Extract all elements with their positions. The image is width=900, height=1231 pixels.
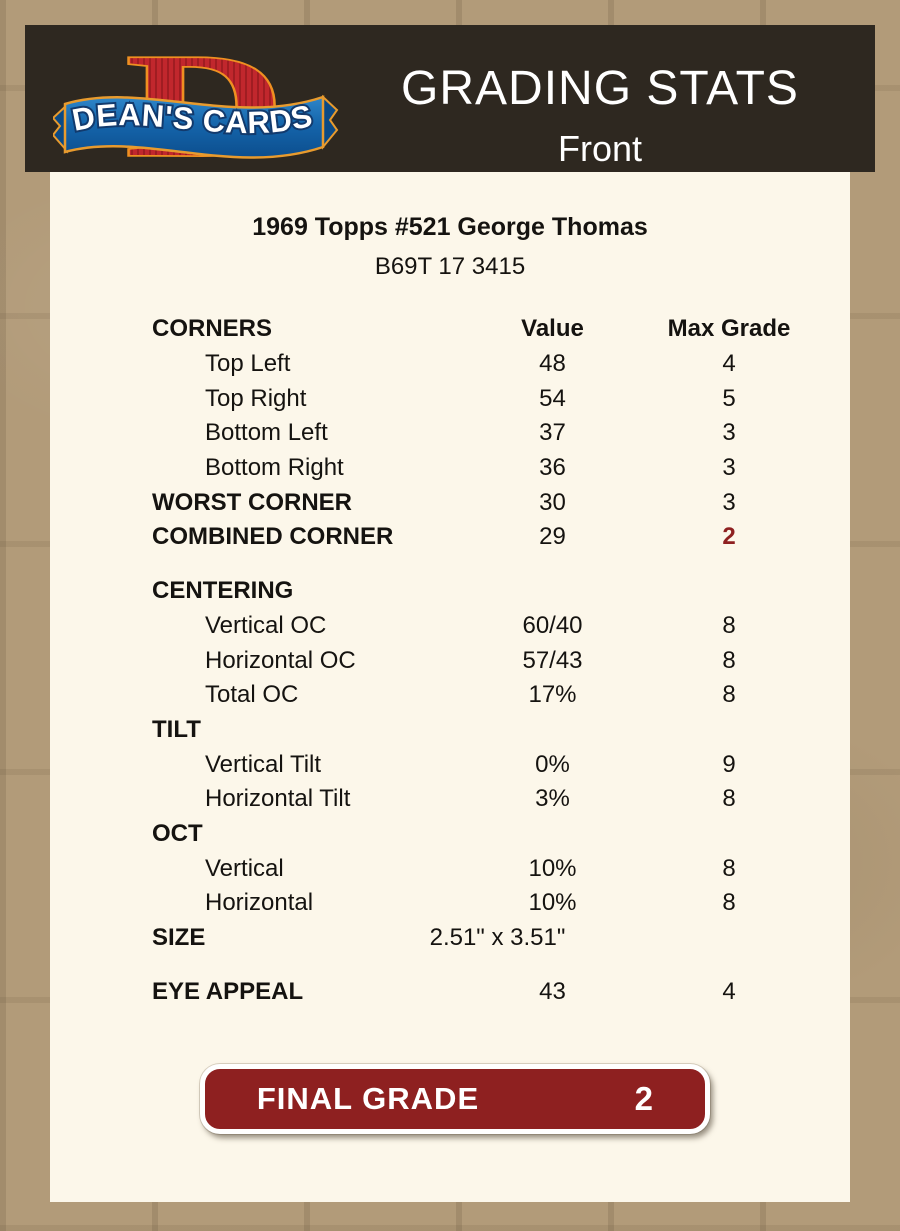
row-value: 36 xyxy=(539,454,566,482)
table-row: Horizontal OC 57/43 8 xyxy=(50,643,850,678)
row-label: Bottom Right xyxy=(205,454,344,482)
table-row: Horizontal Tilt 3% 8 xyxy=(50,782,850,817)
row-max-grade: 8 xyxy=(722,889,736,917)
row-max-grade: 3 xyxy=(722,419,736,447)
row-value: 30 xyxy=(539,488,566,516)
final-grade-value: 2 xyxy=(634,1080,653,1117)
row-label: Vertical xyxy=(205,854,284,882)
row-label: CENTERING xyxy=(152,577,294,605)
row-max-grade: 8 xyxy=(722,646,736,674)
grading-panel: 1969 Topps #521 George Thomas B69T 17 34… xyxy=(50,172,850,1202)
row-label: Top Left xyxy=(205,350,291,378)
logo-brand-text: DEAN'S CARDS xyxy=(69,97,315,140)
row-max-grade: 8 xyxy=(722,854,736,882)
deans-cards-logo: D DEAN'S CARDS xyxy=(53,29,339,169)
table-row: Vertical OC 60/40 8 xyxy=(50,609,850,644)
row-value: 54 xyxy=(539,384,566,412)
row-max-grade: 8 xyxy=(722,681,736,709)
table-row: EYE APPEAL 43 4 xyxy=(50,974,850,1009)
page-subtitle: Front xyxy=(557,128,643,169)
row-value: 3% xyxy=(535,785,570,813)
grading-stats-table: CORNERS Value Max Grade Top Left 48 4 Top Righ… xyxy=(50,312,850,1009)
row-label: CORNERS xyxy=(152,315,273,343)
table-row: Horizontal 10% 8 xyxy=(50,886,850,921)
ribbon-banner xyxy=(63,95,325,159)
table-row: CENTERING xyxy=(50,574,850,609)
card-title: 1969 Topps #521 George Thomas xyxy=(252,213,648,241)
table-row: Total OC 17% 8 xyxy=(50,678,850,713)
column-header-max-grade: Max Grade xyxy=(667,315,791,343)
row-max-grade: 8 xyxy=(722,611,736,639)
table-row: TILT xyxy=(50,713,850,748)
row-label: OCT xyxy=(152,819,203,847)
page-title: GRADING STATS xyxy=(401,62,799,115)
final-grade-button[interactable]: FINAL GRADE 2 xyxy=(200,1064,710,1134)
row-max-grade: 3 xyxy=(722,454,736,482)
table-row: Vertical Tilt 0% 9 xyxy=(50,747,850,782)
table-row: SIZE 2.51" x 3.51" xyxy=(50,921,850,956)
row-label: Horizontal Tilt xyxy=(205,785,351,813)
row-max-grade: 4 xyxy=(722,350,736,378)
row-max-grade: 9 xyxy=(722,750,736,778)
row-label: EYE APPEAL xyxy=(152,977,304,1005)
row-max-grade: 4 xyxy=(722,977,736,1005)
table-row: Vertical 10% 8 xyxy=(50,851,850,886)
row-label: COMBINED CORNER xyxy=(152,523,394,551)
row-label: Bottom Left xyxy=(205,419,328,447)
row-value: 37 xyxy=(539,419,566,447)
row-value: 2.51" x 3.51" xyxy=(429,924,566,952)
row-label: WORST CORNER xyxy=(152,488,352,516)
row-label: Horizontal OC xyxy=(205,646,356,674)
header-bar: D DEAN'S CARDS GRADING STATS Front xyxy=(25,25,875,172)
row-value: 17% xyxy=(528,681,577,709)
row-label: Vertical Tilt xyxy=(205,750,322,778)
table-row: Top Right 54 5 xyxy=(50,381,850,416)
table-header-row: CORNERS Value Max Grade xyxy=(50,312,850,347)
row-label: Horizontal xyxy=(205,889,314,917)
table-row: Top Left 48 4 xyxy=(50,347,850,382)
table-row: OCT xyxy=(50,817,850,852)
row-value: 29 xyxy=(539,523,566,551)
card-serial-number: B69T 17 3415 xyxy=(374,253,526,280)
row-value: 57/43 xyxy=(522,646,583,674)
row-value: 10% xyxy=(528,889,577,917)
row-max-grade: 8 xyxy=(722,785,736,813)
row-value: 48 xyxy=(539,350,566,378)
table-row: COMBINED CORNER 29 2 xyxy=(50,520,850,555)
row-value: 60/40 xyxy=(522,611,583,639)
table-row: Bottom Right 36 3 xyxy=(50,451,850,486)
row-label: Top Right xyxy=(205,384,307,412)
table-row: Bottom Left 37 3 xyxy=(50,416,850,451)
row-label: Total OC xyxy=(205,681,299,709)
row-max-grade: 5 xyxy=(722,384,736,412)
row-label: Vertical OC xyxy=(205,611,327,639)
row-max-grade: 2 xyxy=(722,523,736,551)
table-row: WORST CORNER 30 3 xyxy=(50,485,850,520)
row-label: TILT xyxy=(152,715,201,743)
column-header-value: Value xyxy=(521,315,584,343)
row-max-grade: 3 xyxy=(722,488,736,516)
final-grade-label: FINAL GRADE xyxy=(256,1081,480,1116)
row-value: 10% xyxy=(528,854,577,882)
row-label: SIZE xyxy=(152,924,206,952)
row-value: 43 xyxy=(539,977,566,1005)
row-value: 0% xyxy=(535,750,570,778)
